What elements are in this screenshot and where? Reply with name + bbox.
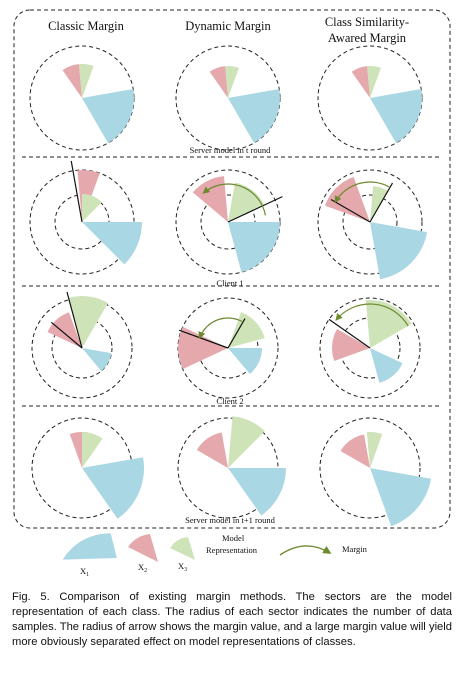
margin-line-client1-dynamic-0 bbox=[227, 196, 283, 223]
margin-line-client2-dynamic-0 bbox=[178, 329, 229, 349]
sector-x2-client2-classic bbox=[47, 312, 82, 348]
sector-x2-server-t-classic bbox=[62, 64, 82, 98]
sector-x2-server-t-similarity bbox=[351, 66, 370, 98]
sector-x2-client2-similarity bbox=[332, 329, 370, 361]
sector-x1-server-t1-classic bbox=[82, 457, 144, 519]
outer-circle-server-t-similarity bbox=[317, 45, 423, 151]
sector-x1-server-t-dynamic bbox=[228, 88, 280, 144]
inner-circle-client1-similarity bbox=[342, 194, 398, 250]
margin-line-client2-classic-1 bbox=[50, 321, 83, 349]
sector-x3-client1-classic bbox=[82, 194, 102, 222]
sector-x2-server-t-dynamic bbox=[209, 66, 228, 98]
sector-x3-server-t1-similarity bbox=[366, 432, 383, 468]
sector-x1-client2-dynamic bbox=[228, 348, 262, 375]
legend-x2-sector bbox=[128, 534, 158, 562]
legend-x1-sector bbox=[62, 533, 117, 560]
outer-circle-server-t-dynamic bbox=[175, 45, 281, 151]
sector-x1-server-t-classic bbox=[82, 88, 134, 144]
col-header-classic: Classic Margin bbox=[48, 19, 125, 33]
sector-x1-client2-similarity bbox=[370, 348, 403, 383]
outer-circle-client1-similarity bbox=[317, 169, 423, 275]
legend: X1 X2 X3 Model Representation Margin bbox=[62, 533, 368, 578]
sector-x1-server-t1-similarity bbox=[370, 468, 432, 527]
sector-x2-server-t1-similarity bbox=[340, 434, 370, 468]
sector-x3-client2-similarity bbox=[365, 300, 412, 348]
legend-model-rep-line2: Representation bbox=[206, 545, 258, 555]
margin-arrow-client1-similarity bbox=[334, 181, 391, 204]
margin-line-client1-classic-0 bbox=[70, 160, 83, 223]
legend-margin-label: Margin bbox=[342, 544, 368, 554]
figure-frame bbox=[13, 9, 451, 529]
sector-x2-server-t1-dynamic bbox=[196, 432, 228, 468]
margin-line-client2-dynamic-1 bbox=[227, 318, 246, 349]
sector-x3-server-t1-classic bbox=[82, 432, 103, 468]
sector-x1-client1-dynamic bbox=[228, 222, 280, 273]
margin-arrow-client2-similarity bbox=[335, 303, 409, 327]
sector-x2-client1-similarity bbox=[324, 176, 370, 222]
sector-x1-client2-classic bbox=[82, 348, 112, 371]
sector-x2-client2-dynamic bbox=[178, 326, 228, 370]
sector-x3-server-t-similarity bbox=[367, 66, 381, 98]
sector-x1-server-t-similarity bbox=[370, 88, 422, 144]
outer-circle-server-t1-similarity bbox=[319, 417, 421, 519]
sector-x2-client1-dynamic bbox=[192, 176, 228, 222]
row-label-client1: Client 1 bbox=[216, 278, 243, 288]
legend-x2-label: X2 bbox=[138, 562, 147, 574]
legend-x3-sector bbox=[170, 537, 195, 560]
legend-model-rep-line1: Model bbox=[222, 533, 245, 543]
legend-x3-label: X3 bbox=[178, 561, 187, 573]
sector-x3-client2-dynamic bbox=[228, 312, 265, 348]
sector-x3-client1-dynamic bbox=[228, 182, 265, 222]
margin-arrow-client2-dynamic bbox=[198, 317, 244, 340]
margin-line-client1-similarity-1 bbox=[369, 182, 394, 223]
sector-x3-server-t-dynamic bbox=[225, 66, 239, 98]
col-header-class-similarity-line1: Class Similarity- bbox=[325, 15, 409, 29]
row-label-client2: Client 2 bbox=[216, 396, 243, 406]
diagram-panels bbox=[29, 45, 432, 527]
margin-arrow-client1-dynamic bbox=[202, 183, 267, 216]
legend-x1-label: X1 bbox=[80, 566, 89, 578]
sector-x1-client1-classic bbox=[82, 222, 142, 265]
sector-x1-client1-similarity bbox=[370, 222, 428, 280]
row-label-server-t1: Server model in t+1 round bbox=[185, 515, 276, 525]
sector-x3-server-t-classic bbox=[79, 64, 94, 98]
figure-caption: Fig. 5. Comparison of existing margin me… bbox=[12, 591, 452, 648]
outer-circle-client2-classic bbox=[31, 297, 133, 399]
sector-x3-server-t1-dynamic bbox=[228, 416, 265, 468]
sector-x3-client2-classic bbox=[68, 295, 108, 348]
legend-margin-arrow bbox=[279, 545, 332, 556]
sector-x1-server-t1-dynamic bbox=[228, 468, 286, 516]
margin-line-client1-similarity-0 bbox=[330, 198, 371, 223]
margin-line-client2-similarity-0 bbox=[328, 318, 371, 349]
col-header-class-similarity-line2: Awared Margin bbox=[328, 31, 407, 45]
margin-line-client2-classic-0 bbox=[66, 291, 83, 349]
col-header-dynamic: Dynamic Margin bbox=[185, 19, 271, 33]
outer-circle-client2-similarity bbox=[319, 297, 421, 399]
